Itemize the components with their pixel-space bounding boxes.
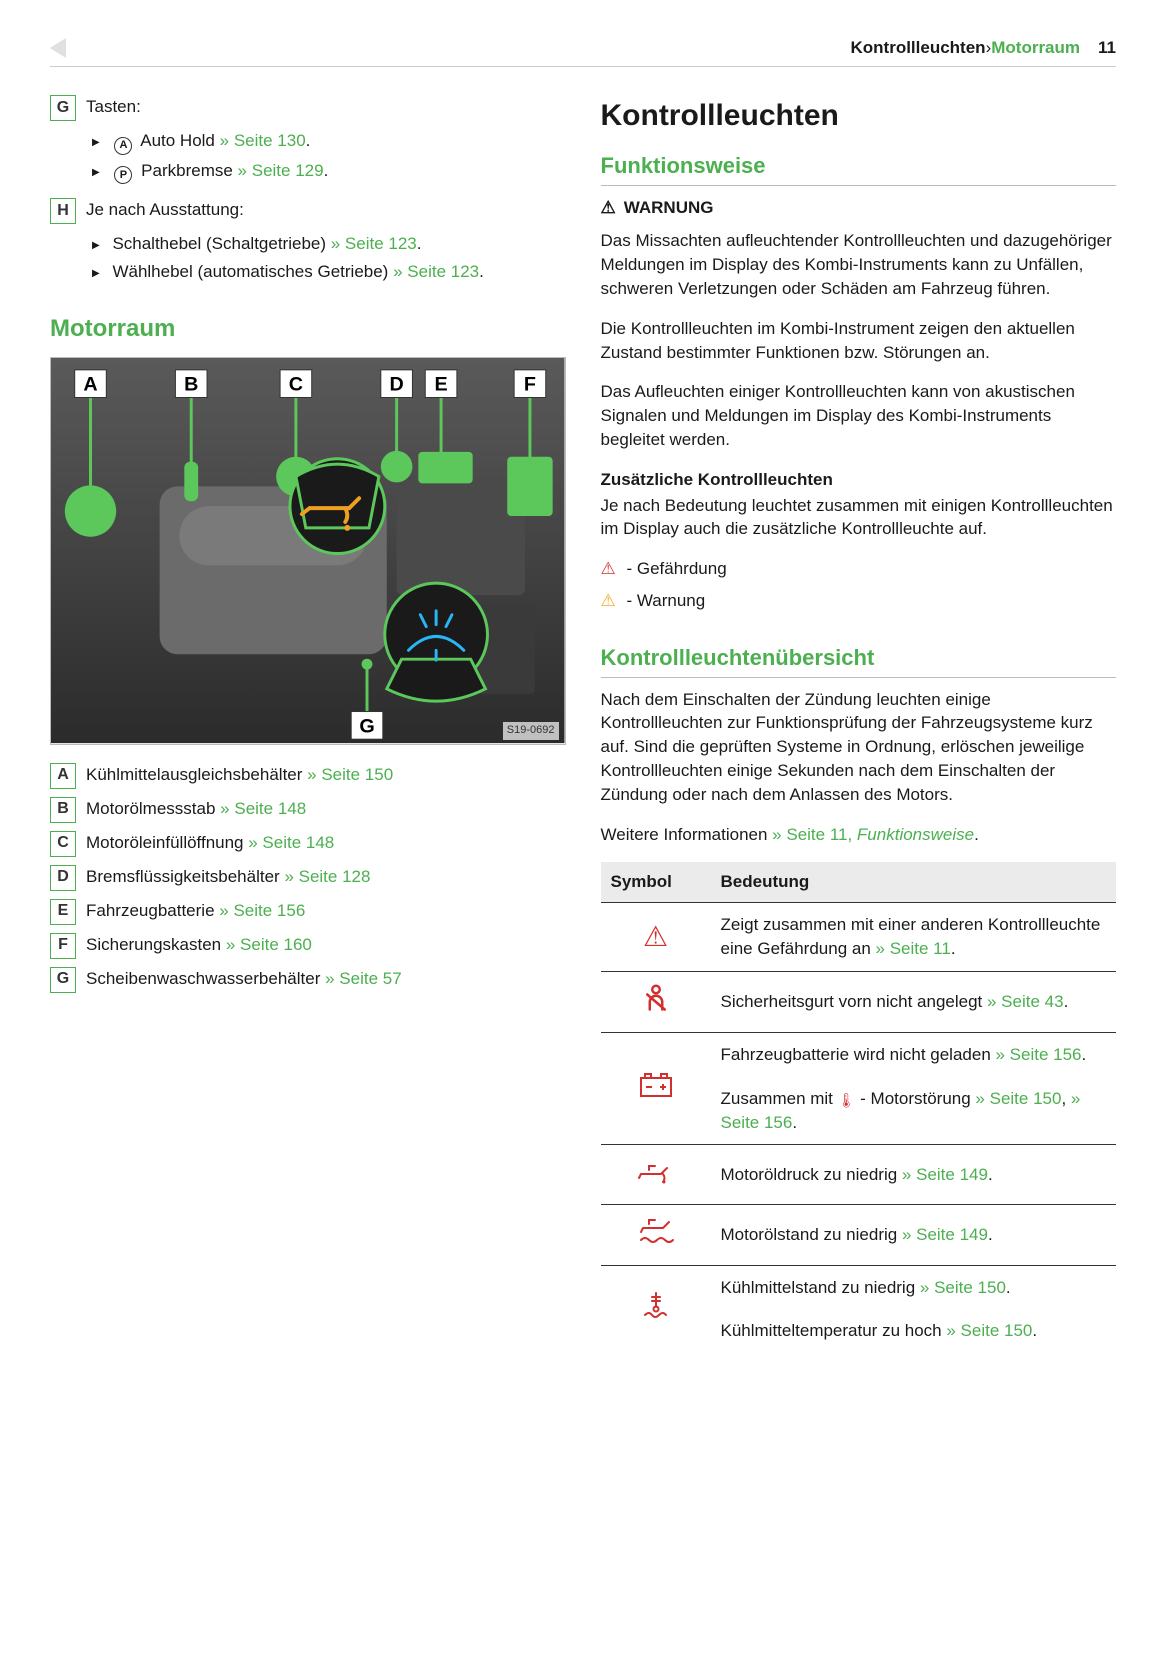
th-meaning: Bedeutung	[711, 862, 1117, 902]
oil-pressure-icon	[601, 1145, 711, 1205]
svg-text:F: F	[524, 374, 536, 396]
svg-text:A: A	[83, 374, 97, 396]
parkbrake-icon: P	[114, 166, 132, 184]
sub-text: Schalthebel (Schaltgetriebe)	[112, 234, 326, 253]
page-link[interactable]: » Seite 57	[325, 969, 402, 988]
sub-item: P Parkbremse » Seite 129.	[92, 159, 566, 185]
sub-text: Auto Hold	[140, 131, 215, 150]
table-row: ⚠ Zeigt zusammen mit einer anderen Kontr…	[601, 903, 1117, 972]
table-row: Motorölstand zu niedrig » Seite 149.	[601, 1205, 1117, 1265]
page-link[interactable]: » Seite 150	[975, 1089, 1061, 1108]
more-info: Weitere Informationen » Seite 11, Funkti…	[601, 823, 1117, 847]
paragraph: Das Aufleuchten einiger Kontrollleuchten…	[601, 380, 1117, 451]
svg-text:G: G	[359, 716, 374, 738]
table-row: Kühlmittelstand zu niedrig » Seite 150.	[601, 1265, 1117, 1309]
right-column: Kontrollleuchten Funktionsweise ⚠ WARNUN…	[601, 95, 1117, 1353]
coolant-icon	[601, 1265, 711, 1353]
item-g-text: Tasten:	[86, 95, 566, 119]
warning-heading: ⚠ WARNUNG	[601, 196, 1117, 220]
temp-icon: 🌡	[838, 1092, 856, 1108]
paragraph: Die Kontrollleuchten im Kombi-Instrument…	[601, 317, 1117, 365]
auto-hold-icon: A	[114, 137, 132, 155]
legend-item: AKühlmittelausgleichsbehälter » Seite 15…	[50, 763, 566, 789]
svg-text:E: E	[434, 374, 447, 396]
legend-item: FSicherungskasten » Seite 160	[50, 933, 566, 959]
page-link[interactable]: » Seite 160	[226, 935, 312, 954]
legend-item: DBremsflüssigkeitsbehälter » Seite 128	[50, 865, 566, 891]
page-link[interactable]: » Seite 150	[920, 1278, 1006, 1297]
page-link[interactable]: » Seite 148	[248, 833, 334, 852]
table-row: Fahrzeugbatterie wird nicht geladen » Se…	[601, 1032, 1117, 1076]
danger-triangle-icon: ⚠	[601, 559, 616, 578]
letter-h: H	[50, 198, 76, 224]
table-row: Motoröldruck zu niedrig » Seite 149.	[601, 1145, 1117, 1205]
sub-text: Parkbremse	[141, 161, 233, 180]
item-g: G Tasten:	[50, 95, 566, 121]
th-symbol: Symbol	[601, 862, 711, 902]
page-header: Kontrollleuchten › Motorraum 11	[50, 30, 1116, 67]
item-h-text: Je nach Ausstattung:	[86, 198, 566, 222]
svg-text:C: C	[289, 374, 303, 396]
left-column: G Tasten: A Auto Hold » Seite 130. P Par…	[50, 95, 566, 1353]
back-chevron-icon	[50, 38, 66, 58]
heading-kontrollleuchten: Kontrollleuchten	[601, 95, 1117, 137]
overview-paragraph: Nach dem Einschalten der Zündung leuchte…	[601, 688, 1117, 807]
danger-indicator: ⚠ - Gefährdung	[601, 557, 1117, 581]
sub-text: Wählhebel (automatisches Getriebe)	[112, 262, 388, 281]
warning-text: Das Missachten aufleuchtender Kontrollle…	[601, 229, 1117, 300]
sub-item: Schalthebel (Schaltgetriebe) » Seite 123…	[92, 232, 566, 256]
warning-label: WARNUNG	[624, 196, 714, 220]
paragraph: Je nach Bedeutung leuchtet zusammen mit …	[601, 494, 1117, 542]
legend-item: EFahrzeugbatterie » Seite 156	[50, 899, 566, 925]
legend-item: GScheibenwaschwasserbehälter » Seite 57	[50, 967, 566, 993]
page-link[interactable]: » Seite 129	[238, 161, 324, 180]
heading-funktionsweise: Funktionsweise	[601, 151, 1117, 186]
page-link[interactable]: » Seite 149	[902, 1225, 988, 1244]
battery-icon	[601, 1032, 711, 1144]
oil-level-icon	[601, 1205, 711, 1265]
page-link[interactable]: » Seite 123	[331, 234, 417, 253]
page-link[interactable]: » Seite 156	[996, 1045, 1082, 1064]
indicator-table: Symbol Bedeutung ⚠ Zeigt zusammen mit ei…	[601, 862, 1117, 1353]
svg-text:B: B	[184, 374, 198, 396]
header-section: Kontrollleuchten	[851, 36, 986, 60]
warning-icon: ⚠	[601, 196, 616, 220]
page-link[interactable]: » Seite 130	[220, 131, 306, 150]
legend-item: BMotorölmessstab » Seite 148	[50, 797, 566, 823]
legend-list: AKühlmittelausgleichsbehälter » Seite 15…	[50, 763, 566, 993]
page-link[interactable]: » Seite 123	[393, 262, 479, 281]
sub-item: Wählhebel (automatisches Getriebe) » Sei…	[92, 260, 566, 284]
danger-triangle-icon: ⚠	[601, 903, 711, 972]
header-subsection: Motorraum	[991, 36, 1080, 60]
page-link[interactable]: » Seite 128	[284, 867, 370, 886]
warn-indicator: ⚠ - Warnung	[601, 589, 1117, 613]
page-link[interactable]: » Seite 11	[876, 939, 951, 958]
page-link[interactable]: » Seite 148	[220, 799, 306, 818]
header-page-number: 11	[1098, 36, 1116, 60]
page-link[interactable]: » Seite 150	[946, 1321, 1032, 1340]
warning-triangle-icon: ⚠	[601, 591, 616, 610]
heading-uebersicht: Kontrollleuchtenübersicht	[601, 643, 1117, 678]
engine-figure: A B C D E F G	[50, 357, 566, 744]
sub-item: A Auto Hold » Seite 130.	[92, 129, 566, 155]
page-link[interactable]: » Seite 149	[902, 1165, 988, 1184]
table-row: Sicherheitsgurt vorn nicht angelegt » Se…	[601, 971, 1117, 1032]
page-link[interactable]: » Seite 11, Funktionsweise	[772, 825, 974, 844]
item-h: H Je nach Ausstattung:	[50, 198, 566, 224]
page-link[interactable]: » Seite 43	[987, 992, 1064, 1011]
letter-g: G	[50, 95, 76, 121]
svg-text:D: D	[389, 374, 403, 396]
legend-item: CMotoröleinfüllöffnung » Seite 148	[50, 831, 566, 857]
page-link[interactable]: » Seite 156	[219, 901, 305, 920]
page-link[interactable]: » Seite 150	[307, 765, 393, 784]
heading-motorraum: Motorraum	[50, 312, 566, 346]
engine-diagram: A B C D E F G	[51, 358, 565, 743]
figure-id: S19-0692	[503, 722, 559, 739]
subheading: Zusätzliche Kontrollleuchten	[601, 468, 1117, 492]
seatbelt-icon	[601, 971, 711, 1032]
